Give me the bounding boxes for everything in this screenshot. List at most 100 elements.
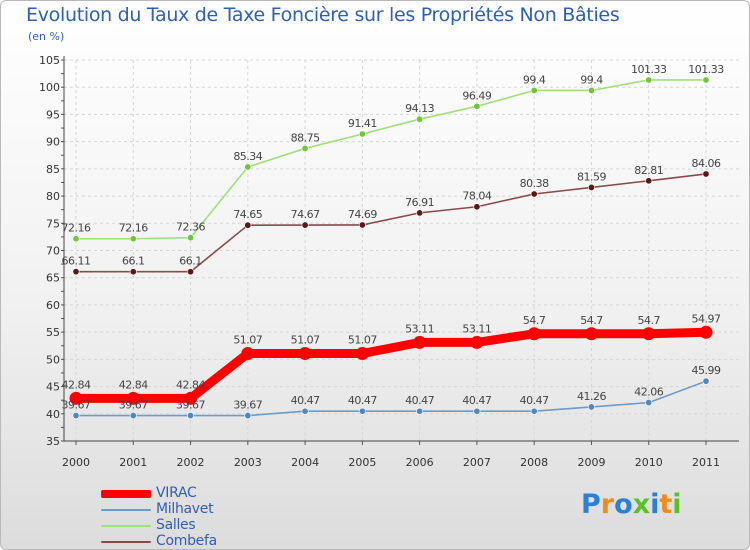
data-point-salles (473, 102, 481, 110)
data-point-salles (587, 86, 595, 94)
logo-letter: r (600, 489, 615, 520)
data-label-milhavet: 42.06 (634, 386, 663, 399)
data-point-salles (530, 86, 538, 94)
x-tick-label: 2001 (119, 456, 147, 469)
data-label-combefa: 74.69 (348, 208, 377, 221)
series-line-milhavet (75, 380, 707, 417)
data-point-salles (645, 76, 653, 84)
data-point-milhavet (358, 407, 366, 415)
data-label-milhavet: 39.67 (62, 399, 91, 412)
chart-title: Evolution du Taux de Taxe Foncière sur l… (26, 4, 620, 26)
data-label-combefa: 84.06 (692, 157, 721, 170)
data-point-combefa (358, 221, 366, 229)
y-tick-label: 80 (46, 190, 60, 203)
data-label-milhavet: 39.67 (233, 399, 262, 412)
x-tick-label: 2009 (577, 456, 605, 469)
data-label-salles: 101.33 (631, 63, 667, 76)
x-tick-label: 2004 (291, 456, 319, 469)
legend-swatch (101, 509, 151, 511)
data-point-combefa (301, 221, 309, 229)
data-label-salles: 72.16 (119, 222, 148, 235)
data-label-combefa: 66.1 (122, 255, 145, 268)
x-tick-label: 2007 (463, 456, 491, 469)
data-point-salles (416, 115, 424, 123)
data-label-combefa: 76.91 (405, 196, 434, 209)
data-label-milhavet: 39.67 (119, 399, 148, 412)
x-tick-label: 2005 (348, 456, 376, 469)
data-label-milhavet: 40.47 (520, 394, 549, 407)
data-point-milhavet (645, 399, 653, 407)
x-tick-label: 2002 (177, 456, 205, 469)
data-point-milhavet (587, 403, 595, 411)
series-line-combefa (75, 173, 707, 273)
data-point-combefa (645, 177, 653, 185)
data-point-salles (129, 235, 137, 243)
logo-letter: i (650, 489, 660, 520)
data-point-milhavet (473, 407, 481, 415)
series-line-virac (71, 327, 711, 403)
data-point-milhavet (244, 412, 252, 420)
y-tick-label: 70 (46, 245, 60, 258)
x-tick-label: 2008 (520, 456, 548, 469)
data-label-milhavet: 40.47 (405, 394, 434, 407)
data-point-combefa (530, 190, 538, 198)
series-group (69, 76, 713, 420)
data-label-virac: 42.84 (176, 378, 205, 391)
data-label-virac: 54.7 (580, 314, 603, 327)
logo-letter: i (672, 489, 682, 520)
data-point-milhavet (416, 407, 424, 415)
data-label-salles: 85.34 (233, 150, 262, 163)
y-tick-label: 105 (39, 54, 60, 67)
x-tick-label: 2010 (635, 456, 663, 469)
data-label-virac: 51.07 (291, 334, 320, 347)
data-label-milhavet: 41.26 (577, 390, 606, 403)
data-label-milhavet: 40.47 (348, 394, 377, 407)
data-point-salles (187, 234, 195, 242)
data-label-virac: 42.84 (62, 378, 91, 391)
y-tick-label: 45 (46, 381, 60, 394)
data-point-virac (584, 327, 598, 341)
data-point-combefa (129, 268, 137, 276)
data-label-salles: 99.4 (580, 73, 603, 86)
legend-label: Milhavet (156, 501, 214, 517)
y-tick-label: 100 (39, 81, 60, 94)
legend-swatch (101, 541, 151, 543)
data-label-combefa: 74.67 (291, 208, 320, 221)
data-label-virac: 54.7 (637, 314, 660, 327)
y-tick-label: 50 (46, 353, 60, 366)
y-tick-label: 75 (46, 217, 60, 230)
x-tick-label: 2006 (406, 456, 434, 469)
logo-letter: o (614, 489, 633, 520)
y-tick-label: 65 (46, 272, 60, 285)
legend-label: Salles (156, 517, 196, 533)
series-line-salles (75, 79, 707, 240)
data-point-salles (244, 163, 252, 171)
chart-subtitle: (en %) (28, 30, 65, 43)
data-point-virac (470, 335, 484, 349)
data-point-salles (358, 130, 366, 138)
data-point-milhavet (702, 377, 710, 385)
logo-letter: x (632, 489, 651, 520)
data-label-salles: 88.75 (291, 131, 320, 144)
data-point-combefa (587, 183, 595, 191)
data-point-virac (69, 391, 83, 405)
data-point-salles (301, 144, 309, 152)
data-label-combefa: 78.04 (462, 190, 491, 203)
data-point-virac (642, 327, 656, 341)
data-point-milhavet (530, 407, 538, 415)
data-label-virac: 42.84 (119, 378, 148, 391)
data-label-virac: 51.07 (233, 334, 262, 347)
data-point-combefa (187, 268, 195, 276)
x-tick-label: 2000 (62, 456, 90, 469)
data-label-salles: 91.41 (348, 117, 377, 130)
legend-swatch (101, 525, 151, 527)
legend-label: Combefa (156, 533, 217, 549)
data-point-virac (126, 391, 140, 405)
data-point-combefa (416, 209, 424, 217)
data-point-virac (413, 335, 427, 349)
data-label-salles: 99.4 (523, 73, 546, 86)
data-label-salles: 101.33 (688, 63, 724, 76)
logo-letter: P (581, 489, 601, 520)
data-point-combefa (244, 221, 252, 229)
